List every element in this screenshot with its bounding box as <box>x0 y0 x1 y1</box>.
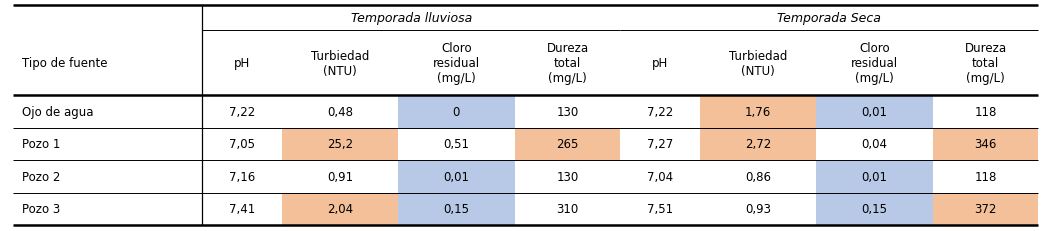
Text: 118: 118 <box>974 170 996 183</box>
Bar <box>700 96 817 128</box>
Text: Dureza
total
(mg/L): Dureza total (mg/L) <box>965 42 1007 85</box>
Bar <box>282 128 398 161</box>
Text: 346: 346 <box>974 138 996 151</box>
Bar <box>700 128 817 161</box>
Text: 7,22: 7,22 <box>229 106 255 119</box>
Text: Temporada lluviosa: Temporada lluviosa <box>351 12 472 25</box>
Text: 0,01: 0,01 <box>862 106 887 119</box>
Bar <box>932 193 1038 225</box>
Text: 118: 118 <box>974 106 996 119</box>
Text: 25,2: 25,2 <box>327 138 353 151</box>
Text: Pozo 2: Pozo 2 <box>22 170 61 183</box>
Text: Turbiedad
(NTU): Turbiedad (NTU) <box>728 49 787 77</box>
Bar <box>932 128 1038 161</box>
Text: Turbiedad
(NTU): Turbiedad (NTU) <box>311 49 369 77</box>
Text: 7,27: 7,27 <box>647 138 673 151</box>
Text: Cloro
residual
(mg/L): Cloro residual (mg/L) <box>433 42 480 85</box>
Bar <box>515 128 620 161</box>
Text: Ojo de agua: Ojo de agua <box>22 106 94 119</box>
Bar <box>817 96 932 128</box>
Text: 0: 0 <box>453 106 460 119</box>
Text: 0,15: 0,15 <box>444 203 470 216</box>
Text: pH: pH <box>652 57 668 70</box>
Text: 0,51: 0,51 <box>444 138 470 151</box>
Text: Pozo 3: Pozo 3 <box>22 203 60 216</box>
Bar <box>817 193 932 225</box>
Text: 2,72: 2,72 <box>745 138 771 151</box>
Text: 0,48: 0,48 <box>327 106 353 119</box>
Text: 0,01: 0,01 <box>862 170 887 183</box>
Text: 0,01: 0,01 <box>444 170 470 183</box>
Text: Cloro
residual
(mg/L): Cloro residual (mg/L) <box>851 42 898 85</box>
Text: 0,93: 0,93 <box>745 203 771 216</box>
Bar <box>817 161 932 193</box>
Text: pH: pH <box>234 57 250 70</box>
Text: 2,04: 2,04 <box>327 203 353 216</box>
Bar <box>398 96 515 128</box>
Text: 130: 130 <box>556 170 579 183</box>
Bar <box>398 193 515 225</box>
Text: 265: 265 <box>556 138 579 151</box>
Text: 1,76: 1,76 <box>745 106 771 119</box>
Text: 0,86: 0,86 <box>745 170 771 183</box>
Text: 372: 372 <box>974 203 996 216</box>
Text: Tipo de fuente: Tipo de fuente <box>22 57 107 70</box>
Text: 0,04: 0,04 <box>862 138 887 151</box>
Text: 7,04: 7,04 <box>647 170 673 183</box>
Text: Temporada Seca: Temporada Seca <box>778 12 882 25</box>
Text: 310: 310 <box>556 203 579 216</box>
Text: 7,41: 7,41 <box>229 203 255 216</box>
Text: Pozo 1: Pozo 1 <box>22 138 61 151</box>
Text: 0,91: 0,91 <box>327 170 353 183</box>
Bar <box>398 161 515 193</box>
Text: 7,16: 7,16 <box>229 170 255 183</box>
Text: 130: 130 <box>556 106 579 119</box>
Text: 0,15: 0,15 <box>862 203 887 216</box>
Text: 7,05: 7,05 <box>229 138 255 151</box>
Text: 7,51: 7,51 <box>647 203 673 216</box>
Text: Dureza
total
(mg/L): Dureza total (mg/L) <box>547 42 589 85</box>
Bar <box>282 193 398 225</box>
Text: 7,22: 7,22 <box>647 106 673 119</box>
